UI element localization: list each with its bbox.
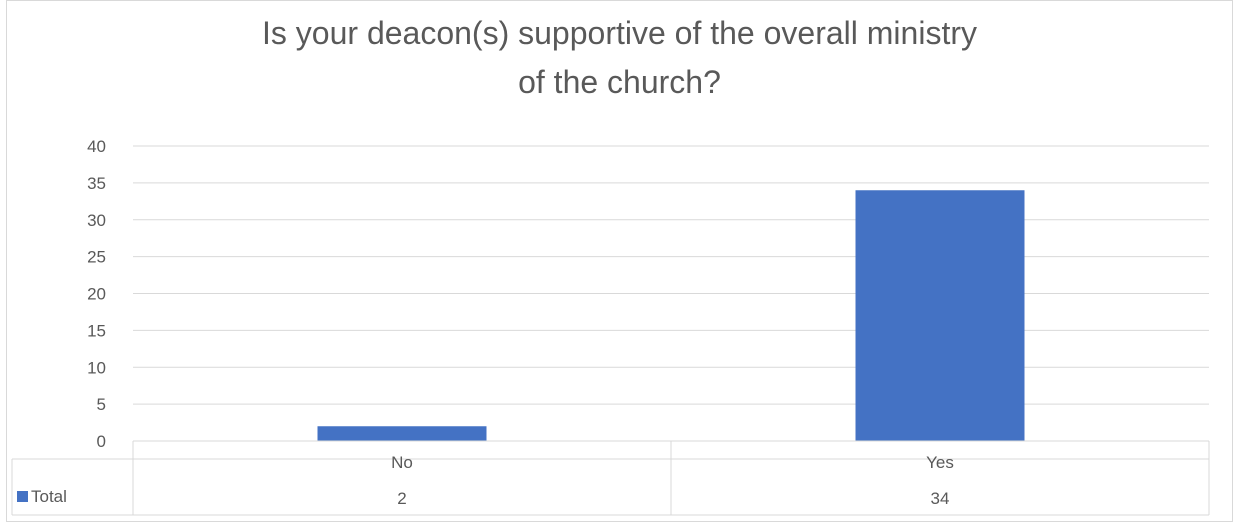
y-tick-label: 25 [87,248,106,267]
y-tick-label: 0 [97,432,106,451]
data-table-value: 2 [397,489,406,508]
bar [317,426,487,441]
x-category-label: No [391,453,413,472]
chart-area: Is your deacon(s) supportive of the over… [6,0,1233,522]
y-tick-label: 5 [97,395,106,414]
legend-swatch [17,491,28,502]
data-table-value: 34 [931,489,950,508]
legend-series-name: Total [31,487,67,506]
y-tick-label: 15 [87,321,106,340]
y-tick-label: 35 [87,174,106,193]
bar [855,190,1025,441]
y-tick-label: 20 [87,285,106,304]
chart-title: Is your deacon(s) supportive of the over… [262,15,977,100]
x-category-label: Yes [926,453,954,472]
y-tick-label: 40 [87,137,106,156]
y-tick-label: 10 [87,358,106,377]
y-tick-label: 30 [87,211,106,230]
